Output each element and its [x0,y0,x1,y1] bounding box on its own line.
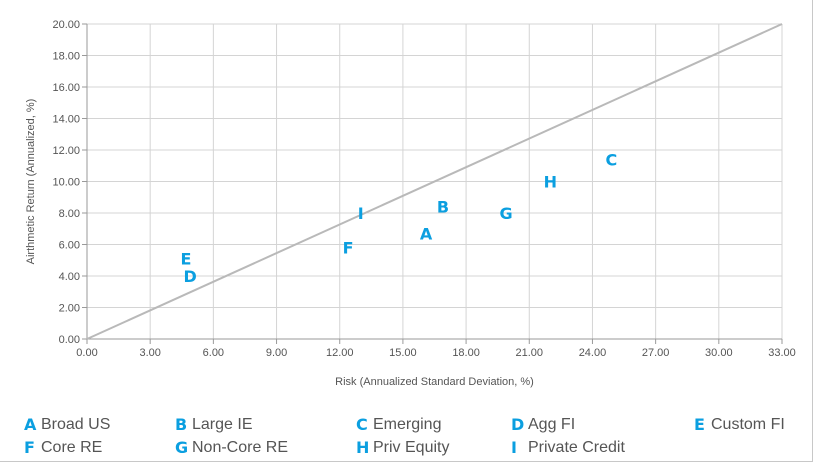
y-tick-label: 6.00 [59,240,80,252]
data-point-b: B [437,198,449,217]
x-tick-label: 0.00 [76,347,97,359]
x-tick-label: 27.00 [642,347,670,359]
x-tick-label: 33.00 [768,347,796,359]
x-tick-label: 18.00 [452,347,480,359]
data-point-c: C [606,150,618,169]
y-tick-label: 10.00 [52,177,80,189]
x-tick-label: 9.00 [266,347,287,359]
x-tick-label: 15.00 [389,347,417,359]
y-tick-label: 12.00 [52,145,80,157]
y-tick-label: 8.00 [59,208,80,220]
data-point-g: G [500,204,513,223]
x-tick-label: 6.00 [203,347,224,359]
axis-labels: 0.00 3.00 6.00 9.00 12.00 15.00 18.00 21.00 24.0… [25,19,796,388]
data-point-a: A [420,224,433,243]
data-point-f: F [343,239,354,258]
y-axis-title: Airthmetic Return (Annualized, %) [25,99,37,265]
axes [82,23,783,344]
data-point-d: D [184,267,197,286]
x-tick-label: 3.00 [139,347,160,359]
data-point-h: H [544,173,557,192]
reference-diagonal-line [86,23,783,340]
data-point-e: E [181,250,192,269]
reference-line [86,23,783,340]
y-tick-label: 18.00 [52,51,80,63]
y-tick-label: 14.00 [52,114,80,126]
y-tick-label: 20.00 [52,19,80,31]
y-tick-label: 0.00 [59,334,80,346]
x-tick-label: 24.00 [579,347,607,359]
data-points: AB C DE F G H I [181,150,618,286]
y-tick-label: 16.00 [52,82,80,94]
data-point-i: I [358,204,364,223]
x-tick-label: 21.00 [516,347,544,359]
x-axis-title: Risk (Annualized Standard Deviation, %) [335,376,534,388]
y-tick-label: 4.00 [59,271,80,283]
x-tick-label: 12.00 [326,347,354,359]
x-tick-label: 30.00 [705,347,733,359]
y-tick-label: 2.00 [59,303,80,315]
